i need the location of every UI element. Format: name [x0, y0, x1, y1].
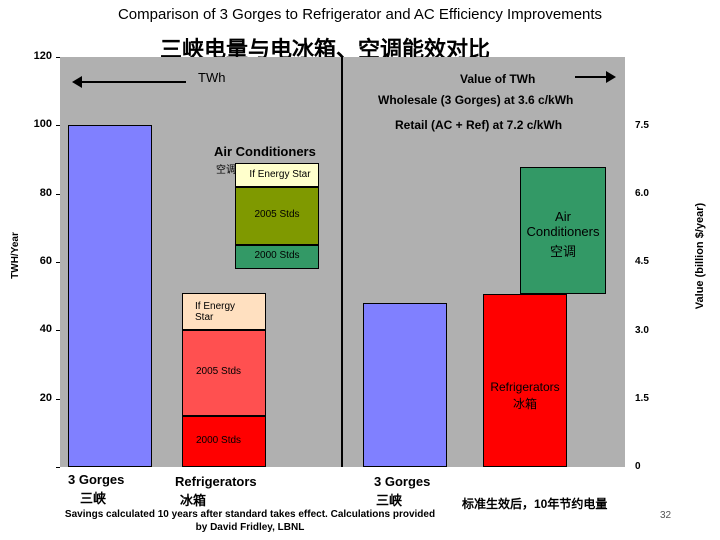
ac-segment-label: If Energy Star	[249, 168, 311, 180]
y2-tick-label: 7.5	[635, 120, 649, 131]
arrow-right-line	[575, 76, 607, 78]
y2-tick-label: 0	[635, 461, 641, 472]
y-tick-mark	[56, 193, 60, 195]
ref-segment	[182, 415, 266, 467]
ref-segment-label: 2000 Stds	[196, 435, 242, 446]
bar-refrigerators-value	[483, 294, 567, 467]
ac-segment	[235, 244, 319, 269]
right-panel-footer: 标准生效后，10年节约电量	[462, 497, 608, 511]
y2-tick-label: 1.5	[635, 392, 649, 404]
y-tick-label: 20	[39, 391, 52, 404]
ref-segment	[182, 330, 266, 416]
y-tick-label: 80	[39, 186, 52, 199]
category-3-gorges-zh: 三峡	[80, 491, 107, 506]
arrow-right-head	[606, 71, 616, 83]
y2-tick-label: 6.0	[635, 188, 649, 200]
y-tick-mark	[56, 467, 60, 468]
category-3-gorges-right-zh: 三峡	[376, 493, 403, 508]
ac-segment-label: 2000 Stds	[254, 249, 300, 261]
y-tick-label: 120	[33, 50, 52, 62]
ac-segment	[235, 162, 319, 187]
y-tick-label: 40	[39, 323, 52, 336]
ac-segment-label: 2005 Stds	[254, 208, 300, 220]
ref-value-label: Refrigerators	[490, 380, 560, 395]
category-refrigerators-zh: 冰箱	[180, 493, 207, 508]
ref-segment-label: If Energy Star	[195, 300, 236, 323]
y2-tick-label: 4.5	[635, 256, 649, 268]
credit-note: Savings calculated 10 years after standa…	[64, 509, 436, 533]
ref-segment-label: 2005 Stds	[196, 366, 242, 378]
left-panel-header: TWh	[198, 70, 226, 85]
y-tick-label: 60	[39, 255, 52, 267]
ac-label-zh: 空调	[216, 165, 236, 176]
y-tick-mark	[56, 262, 60, 263]
price-note-wholesale: Wholesale (3 Gorges) at 3.6 c/kWh	[378, 93, 574, 107]
category-refrigerators: Refrigerators	[175, 474, 257, 489]
category-3-gorges-right: 3 Gorges	[374, 474, 431, 489]
ac-value-label-zh: 空调	[549, 243, 576, 259]
ac-segment	[235, 186, 319, 245]
y2-tick-label: 3.0	[635, 324, 649, 336]
ac-label: Air Conditioners	[214, 144, 316, 159]
y-tick-mark	[56, 330, 60, 332]
y-tick-mark	[56, 57, 60, 58]
arrow-left-head	[72, 76, 82, 88]
chart-title: Comparison of 3 Gorges to Refrigerator a…	[117, 6, 603, 23]
y-tick-mark	[56, 125, 60, 127]
price-note-retail: Retail (AC + Ref) at 7.2 c/kWh	[395, 118, 563, 132]
panel-divider	[341, 57, 343, 467]
ref-segment	[182, 292, 266, 331]
y-tick-mark	[56, 398, 60, 400]
ac-value-label: Air Conditioners	[526, 208, 600, 239]
y-tick-label: 100	[33, 118, 52, 131]
arrow-left-line	[78, 81, 186, 83]
bar-ac-value	[520, 166, 606, 295]
right-panel-header: Value of TWh	[460, 72, 536, 86]
bar-3-gorges-value	[363, 303, 447, 467]
page-number: 32	[660, 510, 672, 521]
category-3-gorges: 3 Gorges	[68, 472, 125, 487]
ref-value-label-zh: 冰箱	[512, 397, 537, 412]
bar-3-gorges-twh	[68, 125, 152, 467]
